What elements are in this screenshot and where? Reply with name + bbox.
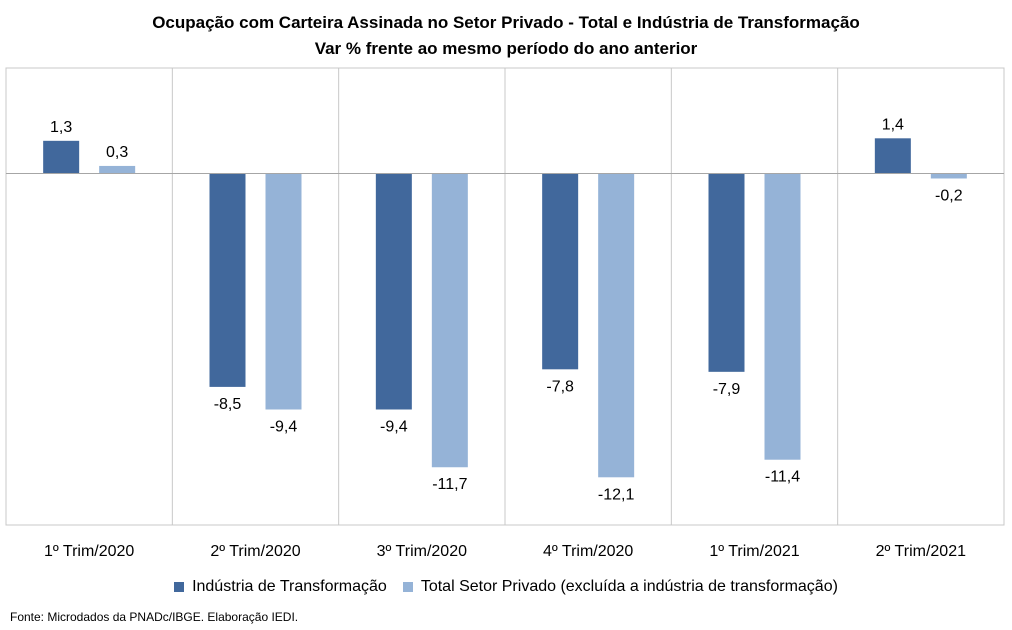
bar-industria — [375, 173, 412, 410]
chart-title: Ocupação com Carteira Assinada no Setor … — [152, 13, 860, 32]
bar-total — [99, 165, 136, 174]
legend-label-industria: Indústria de Transformação — [192, 578, 387, 595]
bar-industria — [708, 173, 745, 372]
bar-total — [431, 173, 468, 468]
bar-industria — [542, 173, 579, 370]
data-label: -9,4 — [380, 418, 408, 435]
data-label: 1,3 — [50, 119, 72, 136]
data-label: -8,5 — [214, 396, 242, 413]
data-label: -7,9 — [713, 381, 741, 398]
source-note: Fonte: Microdados da PNADc/IBGE. Elabora… — [10, 610, 299, 624]
x-tick-label: 4º Trim/2020 — [543, 543, 633, 560]
legend-item-industria: Indústria de Transformação — [174, 578, 387, 596]
data-label: -7,8 — [546, 378, 574, 395]
data-label: -12,1 — [598, 486, 635, 503]
data-label: -0,2 — [935, 187, 963, 204]
legend-swatch-total — [402, 582, 413, 592]
bar-total — [598, 173, 635, 478]
bar-industria — [874, 138, 911, 174]
x-tick-label: 2º Trim/2020 — [210, 543, 300, 560]
data-label: -11,4 — [765, 469, 800, 486]
bar-total — [930, 173, 967, 179]
bar-total — [265, 173, 302, 410]
legend-swatch-industria — [174, 582, 185, 592]
chart-subtitle: Var % frente ao mesmo período do ano ant… — [314, 39, 698, 58]
x-tick-label: 1º Trim/2021 — [709, 543, 799, 560]
bar-total — [764, 173, 801, 460]
data-label: 0,3 — [106, 144, 128, 161]
legend-label-total: Total Setor Privado (excluída a indústri… — [420, 578, 838, 595]
data-label: 1,4 — [882, 116, 904, 133]
x-tick-label: 3º Trim/2020 — [377, 543, 467, 560]
data-label: -11,7 — [432, 476, 467, 493]
data-label: -9,4 — [270, 418, 298, 435]
x-tick-label: 2º Trim/2021 — [876, 543, 966, 560]
bar-industria — [209, 173, 246, 387]
legend-item-total: Total Setor Privado (excluída a indústri… — [402, 578, 838, 596]
bar-industria — [43, 140, 80, 174]
x-tick-label: 1º Trim/2020 — [44, 543, 134, 560]
legend: Indústria de Transformação Total Setor P… — [0, 576, 1012, 598]
